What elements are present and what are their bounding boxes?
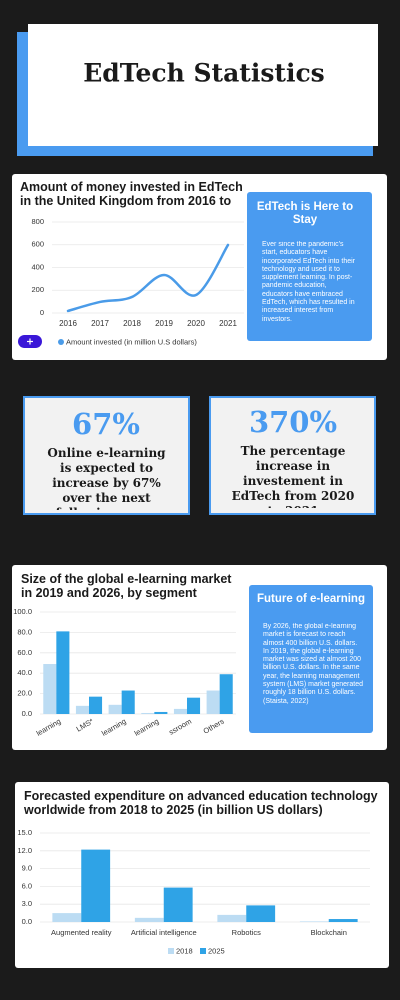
chart-title: Size of the global e-learning market in …	[21, 572, 232, 600]
stat-text-box: Online e-learning is expected to increas…	[47, 446, 166, 510]
x-tick-label: Robotics	[232, 928, 261, 937]
legend-swatch	[168, 948, 174, 954]
sidebar-heading: Future of e-learning	[257, 593, 365, 605]
sidebar-heading: EdTech is Here to Stay	[256, 201, 354, 226]
sidebar-text-box: By 2026, the global e-learning market is…	[263, 623, 363, 705]
sidebar-text-box: Ever since the pandemic's start, educato…	[262, 241, 355, 323]
y-tick-label: 3.0	[22, 899, 32, 908]
x-tick-label: 2017	[91, 319, 109, 328]
bar	[75, 705, 89, 714]
y-tick-label: 40.0	[17, 668, 32, 677]
legend-label: 2025	[208, 946, 225, 955]
y-tick-label: 12.0	[17, 846, 32, 855]
y-tick-label: 600	[31, 240, 44, 249]
bar	[299, 921, 329, 922]
page-title: EdTech Statistics	[83, 59, 325, 88]
y-tick-label: 0.0	[22, 917, 32, 926]
stat-text: The percentage increase in investement i…	[231, 444, 355, 508]
y-tick-label: 80.0	[17, 627, 32, 636]
sidebar-heading-box: EdTech is Here to Stay	[256, 201, 354, 226]
bar	[134, 917, 164, 922]
add-button[interactable]	[18, 335, 42, 348]
legend-label: 2018	[176, 946, 193, 955]
bar	[52, 913, 82, 922]
x-tick-label: 2019	[155, 319, 173, 328]
y-tick-label: 60.0	[17, 648, 32, 657]
stat-value: 370%	[249, 405, 337, 439]
chart-title: Amount of money invested in EdTech in th…	[20, 180, 243, 210]
stat-box	[209, 396, 376, 515]
bar	[154, 711, 168, 714]
stat-text-box: The percentage increase in investement i…	[231, 444, 355, 508]
y-tick-label: 0.0	[22, 709, 32, 718]
x-tick-label: Artificial intelligence	[131, 928, 197, 937]
stat-value: 67%	[72, 407, 140, 441]
y-tick-label: 0	[40, 308, 44, 317]
bar	[56, 631, 70, 714]
y-tick-label: 9.0	[22, 864, 32, 873]
x-tick-label: Blockchain	[311, 928, 347, 937]
legend-swatch	[58, 339, 64, 345]
bar	[89, 696, 103, 714]
sidebar-text: By 2026, the global e-learning market is…	[263, 623, 363, 705]
bar	[173, 708, 187, 714]
bar	[108, 704, 122, 714]
bar	[187, 697, 201, 714]
bar	[206, 690, 220, 714]
title-card	[28, 24, 378, 146]
y-tick-label: 20.0	[17, 689, 32, 698]
bar	[328, 919, 358, 922]
sidebar-heading-box: Future of e-learning	[257, 593, 365, 605]
y-tick-label: 400	[31, 262, 44, 271]
bar	[43, 664, 57, 714]
sidebar	[249, 585, 373, 733]
chart-title-box: Forecasted expenditure on advanced educa…	[24, 789, 378, 817]
chart-title-box: Size of the global e-learning market in …	[21, 572, 232, 600]
bar	[121, 690, 135, 714]
line-series	[66, 243, 230, 313]
x-tick-label: Augmented reality	[51, 928, 112, 937]
y-tick-label: 200	[31, 285, 44, 294]
sidebar-text: Ever since the pandemic's start, educato…	[262, 241, 355, 323]
y-tick-label: 6.0	[22, 881, 32, 890]
y-tick-label: 800	[31, 217, 44, 226]
y-tick-label: 100.0	[13, 607, 32, 616]
legend-swatch	[200, 948, 206, 954]
bar	[219, 674, 233, 714]
x-tick-label: 2018	[123, 319, 141, 328]
x-tick-label: 2021	[219, 319, 237, 328]
bar	[163, 887, 193, 922]
y-tick-label: 15.0	[17, 828, 32, 837]
chart-title: Forecasted expenditure on advanced educa…	[24, 789, 378, 817]
bar	[141, 712, 155, 714]
sidebar	[247, 192, 372, 341]
x-tick-label: 2016	[59, 319, 77, 328]
legend-label: Amount invested (in million U.S dollars)	[66, 337, 197, 346]
bar	[246, 905, 276, 922]
bar	[217, 914, 247, 922]
bar	[81, 849, 111, 922]
stat-text: Online e-learning is expected to increas…	[47, 446, 166, 510]
x-tick-label: 2020	[187, 319, 205, 328]
chart-title-box: Amount of money invested in EdTech in th…	[20, 180, 243, 210]
stat-box	[23, 396, 190, 515]
